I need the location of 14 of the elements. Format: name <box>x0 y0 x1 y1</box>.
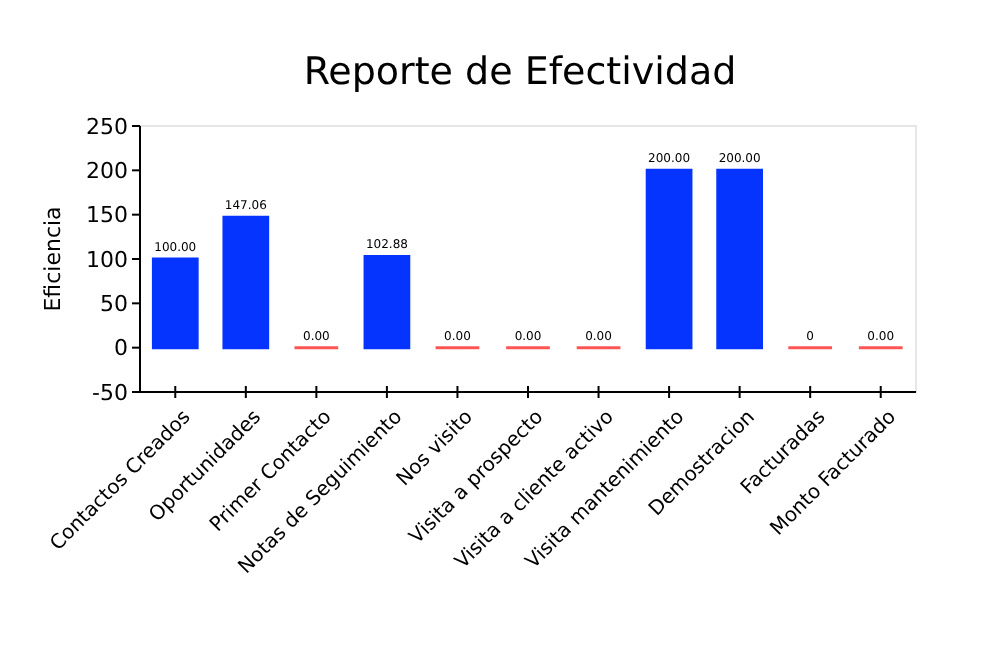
y-axis-title: Eficiencia <box>40 206 66 312</box>
bar <box>363 254 411 350</box>
bar <box>645 168 693 350</box>
y-tick-label: 150 <box>86 202 128 229</box>
bar <box>151 257 199 350</box>
y-tick-label: 200 <box>86 158 128 185</box>
y-tick-label: 50 <box>100 291 128 318</box>
y-tick-label: 250 <box>86 113 128 140</box>
bar <box>716 168 764 350</box>
chart-title: Reporte de Efectividad <box>303 50 737 94</box>
bar <box>222 215 270 350</box>
y-tick-label: 100 <box>86 246 128 273</box>
y-tick-label: 0 <box>114 335 128 362</box>
y-tick-label: -50 <box>92 379 128 406</box>
